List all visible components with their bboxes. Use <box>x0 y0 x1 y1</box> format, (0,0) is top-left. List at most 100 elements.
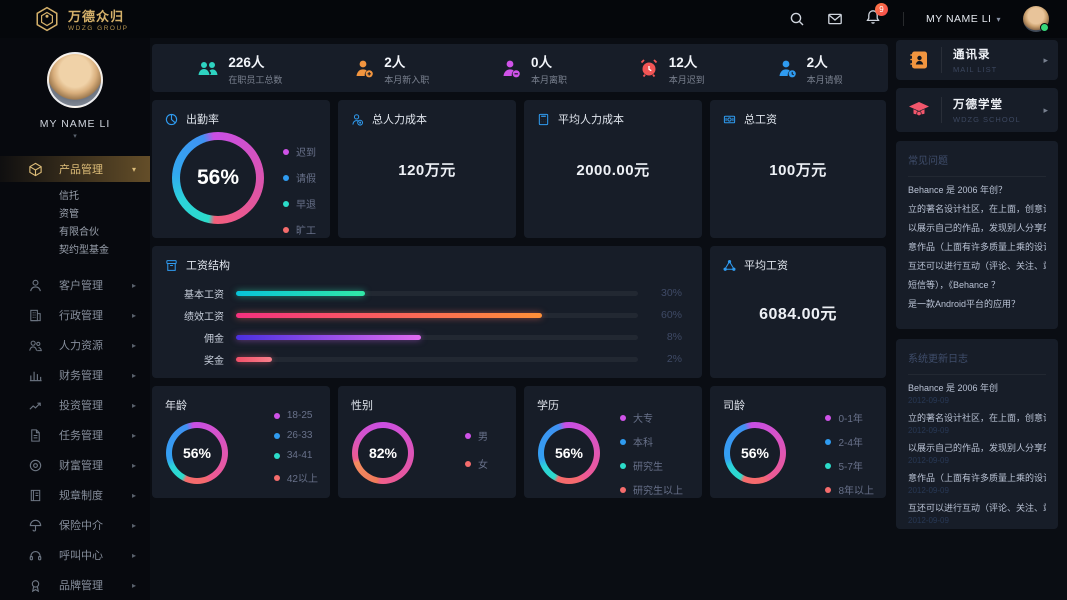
profile-chevron-icon[interactable]: ▾ <box>73 133 77 140</box>
changelog-date: 2012-09-09 <box>908 456 949 465</box>
user-icon <box>30 279 41 291</box>
total-hr-cost-value: 120万元 <box>398 161 456 179</box>
sidebar-item-task-mgmt[interactable]: 任务管理 ▸ <box>0 420 150 450</box>
sidebar-item-wealth-mgmt[interactable]: 财富管理 ▸ <box>0 450 150 480</box>
avg-hr-cost-card: 平均人力成本 2000.00元 <box>524 100 702 238</box>
changelog-text: 以展示自己的作品，发现别人分享的创 <box>908 443 1046 453</box>
logo-hexagon-icon <box>36 6 58 32</box>
profile-name: MY NAME LI <box>39 118 111 130</box>
card-title-label: 工资结构 <box>186 260 230 272</box>
promo-divider <box>941 47 942 73</box>
card-title-label: 平均工资 <box>744 260 788 272</box>
submenu-item-limited-partnership[interactable]: 有限合伙 <box>59 227 99 238</box>
bar-track <box>236 312 638 318</box>
faq-item[interactable]: 互还可以进行互动（评论、关注、站内？ <box>908 261 1046 271</box>
mail-icon[interactable] <box>827 11 843 27</box>
chevron-right-icon: ▸ <box>131 400 136 410</box>
changelog-item[interactable]: 意作品（上面有许多质量上乘的设计作品） 2012-09-09 <box>908 471 1046 495</box>
sidebar-item-label: 产品管理 <box>59 164 103 176</box>
bar-row-base-salary: 基本工资 30% <box>168 282 682 304</box>
notification-badge: 9 <box>874 2 888 16</box>
legend-label: 8年以上 <box>838 486 874 497</box>
promo-title: 万德学堂 <box>953 99 1003 111</box>
bar-row-commission: 佣金 8% <box>168 326 682 348</box>
sidebar-item-insurance[interactable]: 保险中介 ▸ <box>0 510 150 540</box>
legend-label: 26-33 <box>286 430 313 441</box>
bar-label: 奖金 <box>204 355 224 367</box>
submenu-item-asset-mgmt[interactable]: 资管 <box>59 209 79 220</box>
stat-late: 12人 本月迟到 <box>638 51 705 86</box>
changelog-item[interactable]: Behance 是 2006 年创 2012-09-09 <box>908 381 1046 405</box>
education-donut: 56% <box>538 422 600 484</box>
faq-item[interactable]: Behance 是 2006 年创？ <box>908 185 1008 195</box>
changelog-item[interactable]: 立的著名设计社区，在上面，创意设计人士可 2012-09-09 <box>908 411 1046 435</box>
notifications[interactable]: 9 <box>865 2 888 30</box>
sidebar-item-call-center[interactable]: 呼叫中心 ▸ <box>0 540 150 570</box>
gender-legend: 男 女 <box>465 428 488 471</box>
bar-track <box>236 290 638 296</box>
headset-icon <box>29 550 42 560</box>
legend-label: 请假 <box>296 174 316 185</box>
stat-new-hires: 2人 本月新入职 <box>353 51 429 86</box>
sidebar-item-hr[interactable]: 人力资源 ▸ <box>0 330 150 360</box>
sidebar-item-label: 任务管理 <box>59 430 103 442</box>
promo-title: 通讯录 <box>953 49 991 61</box>
bar-percent: 8% <box>666 331 682 343</box>
total-hr-cost-card: 总人力成本 120万元 <box>338 100 516 238</box>
legend-dot <box>273 412 280 419</box>
bar-percent: 60% <box>660 309 682 321</box>
chevron-right-icon: ▸ <box>131 430 136 440</box>
changelog-panel: 系统更新日志 Behance 是 2006 年创 2012-09-09 立的著名… <box>896 339 1058 529</box>
stat-leave: 2人 本月请假 <box>776 51 843 86</box>
top-header: 万德众归 WDZG GROUP 9 MY NAME LI ▾ <box>0 0 1067 38</box>
faq-item[interactable]: 短信等），《Behance ？ <box>908 280 1001 290</box>
bar-fill <box>236 312 542 318</box>
legend-dot <box>825 486 832 493</box>
bar-row-performance-salary: 绩效工资 60% <box>168 304 682 326</box>
faq-item[interactable]: 是一款Android平台的应用？ <box>908 299 1021 309</box>
submenu-item-trust[interactable]: 信托 <box>59 191 79 202</box>
sidebar-item-rules[interactable]: 规章制度 ▸ <box>0 480 150 510</box>
stat-label: 本月新入职 <box>384 74 430 85</box>
card-title-label: 性别 <box>351 400 373 412</box>
legend-label: 女 <box>478 460 488 471</box>
bar-fill <box>236 334 421 340</box>
promo-subtitle: WDZG SCHOOL <box>953 115 1021 124</box>
submenu-item-contract-fund[interactable]: 契约型基金 <box>59 245 109 256</box>
faq-item[interactable]: 以展示自己的作品，发现别人分享的创？ <box>908 223 1046 233</box>
chevron-right-icon: ▸ <box>131 520 136 530</box>
legend-dot <box>465 460 471 467</box>
stat-label: 本月离职 <box>530 74 567 85</box>
legend-label: 迟到 <box>296 148 316 159</box>
sidebar-item-product-mgmt[interactable]: 产品管理 ▾ <box>0 156 150 182</box>
sidebar-item-brand-mgmt[interactable]: 品牌管理 ▸ <box>0 570 150 600</box>
sidebar-item-finance-mgmt[interactable]: 财务管理 ▸ <box>0 360 150 390</box>
medal-icon <box>31 579 40 592</box>
user-avatar[interactable] <box>1023 6 1049 32</box>
card-title-label: 总工资 <box>744 114 777 126</box>
sidebar-item-label: 财务管理 <box>59 370 103 382</box>
school-card[interactable]: 万德学堂 WDZG SCHOOL ▸ <box>896 88 1058 132</box>
sidebar-item-admin-mgmt[interactable]: 行政管理 ▸ <box>0 300 150 330</box>
user-menu[interactable]: MY NAME LI ▾ <box>926 13 1001 25</box>
search-icon[interactable] <box>789 11 805 27</box>
umbrella-icon <box>29 519 42 531</box>
changelog-item[interactable]: 互还可以进行互动（评论、关注、站内 2012-09-09 <box>908 501 1046 525</box>
mail-list-card[interactable]: 通讯录 MAIL LIST ▸ <box>896 40 1058 80</box>
legend-dot <box>273 474 280 481</box>
profile-avatar[interactable] <box>47 52 103 108</box>
education-legend: 大专 本科 研究生 研究生以上 <box>620 410 696 497</box>
chevron-right-icon: ▸ <box>1043 104 1048 115</box>
sidebar-item-investment-mgmt[interactable]: 投资管理 ▸ <box>0 390 150 420</box>
legend-dot <box>825 438 832 445</box>
promo-divider <box>941 97 942 123</box>
header-divider <box>902 12 904 26</box>
faq-item[interactable]: 意作品（上面有许多质量上乘的设计作品）？ <box>908 242 1046 252</box>
left-sidebar: MY NAME LI ▾ 产品管理 ▾ 信托 资管 有限合伙 契约型基金 客户管… <box>0 38 150 600</box>
chevron-right-icon: ▸ <box>131 280 136 290</box>
sidebar-item-customer-mgmt[interactable]: 客户管理 ▸ <box>0 270 150 300</box>
changelog-date: 2012-09-09 <box>908 426 949 435</box>
faq-item[interactable]: 立的著名设计社区，在上面，创意设计人士可？ <box>908 204 1046 214</box>
gender-card: 性别 82% 男 女 <box>338 386 516 498</box>
changelog-item[interactable]: 以展示自己的作品，发现别人分享的创 2012-09-09 <box>908 441 1046 465</box>
